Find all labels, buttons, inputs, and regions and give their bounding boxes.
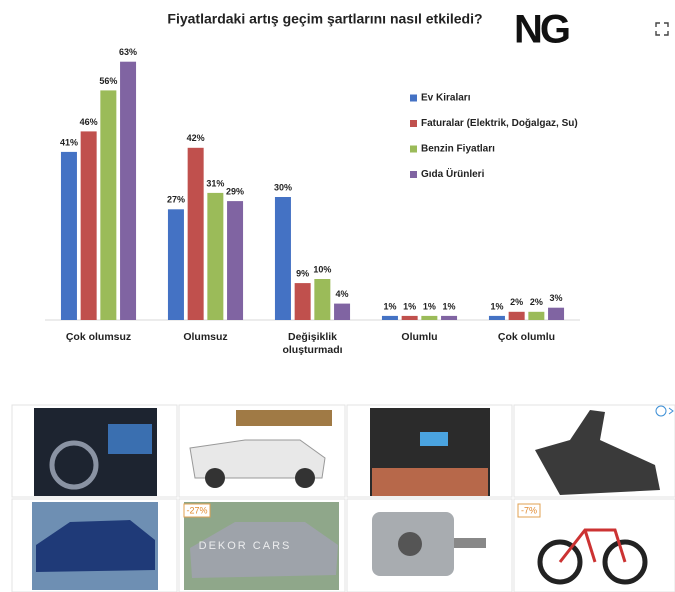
ad-image-detail: [454, 538, 486, 548]
bar: [207, 192, 224, 320]
legend-label: Ev Kiraları: [421, 93, 471, 104]
ad-info-icon[interactable]: [655, 405, 667, 417]
legend-swatch: [410, 120, 417, 127]
x-tick-label: Değişiklik oluşturmadı: [282, 331, 342, 356]
ad-image-detail: [295, 468, 315, 488]
ad-badge: [183, 503, 211, 518]
bar: [528, 311, 545, 320]
bar: [187, 147, 204, 320]
value-label: 31%: [206, 178, 224, 188]
value-label: 3%: [550, 293, 563, 303]
chart-title: Fiyatlardaki artış geçim şartlarını nası…: [167, 11, 482, 27]
ad-image-detail: [108, 424, 152, 454]
x-tick-label: Olumsuz: [183, 331, 227, 343]
value-label: 46%: [80, 117, 98, 127]
bar: [381, 315, 398, 320]
ad-image-detail: [189, 439, 326, 479]
legend-swatch: [410, 145, 417, 153]
ad-grid: -27% DEKOR CARS -7%: [11, 404, 675, 592]
bar: [80, 131, 97, 320]
bar: [120, 61, 137, 320]
value-label: 41%: [60, 137, 78, 147]
x-tick-label: Çok olumlu: [498, 331, 555, 343]
legend-label: Gıda Ürünleri: [421, 167, 485, 180]
plot: Çok olumsuz41%46%56%63%Olumsuz27%42%31%2…: [60, 47, 578, 356]
ad-badge-text: -27%: [186, 505, 207, 515]
value-label: 1%: [443, 301, 456, 311]
bar: [421, 315, 438, 320]
ad-image: [535, 410, 660, 495]
value-label: 9%: [296, 268, 309, 278]
ad-image-detail: [558, 528, 627, 563]
bar: [401, 315, 418, 320]
ad-badge-text: -7%: [521, 505, 537, 515]
ad-watermark: DEKOR CARS: [199, 540, 292, 552]
bar: [294, 283, 311, 320]
value-label: 1%: [403, 301, 416, 311]
bar: [167, 209, 184, 320]
ad-image-detail: [420, 432, 448, 446]
legend-swatch: [410, 94, 417, 102]
value-label: 1%: [490, 301, 503, 311]
bar: [441, 315, 458, 320]
value-label: 56%: [99, 76, 117, 86]
x-tick-label: Olumlu: [401, 331, 437, 343]
ad-badge: [517, 503, 541, 518]
bar: [314, 279, 331, 320]
value-label: 10%: [313, 264, 331, 274]
bar: [60, 151, 77, 320]
ad-image-detail: [372, 468, 488, 496]
value-label: 2%: [530, 297, 543, 307]
ad-image-detail: [398, 532, 422, 556]
value-label: 30%: [274, 182, 292, 192]
ad-image-detail: [602, 539, 648, 585]
bar: [548, 307, 565, 320]
ad-image-detail: [49, 440, 99, 490]
value-label: 63%: [119, 47, 137, 57]
legend-label: Benzin Fiyatları: [421, 144, 495, 155]
value-label: 42%: [187, 133, 205, 143]
bar: [274, 197, 291, 320]
value-label: 2%: [510, 297, 523, 307]
ad-card[interactable]: [513, 498, 675, 592]
ad-close-icon[interactable]: [668, 407, 674, 415]
logo: NG: [514, 8, 569, 52]
value-label: 4%: [336, 289, 349, 299]
value-label: 1%: [383, 301, 396, 311]
ad-image-detail: [190, 522, 338, 578]
legend-label: Faturalar (Elektrik, Doğalgaz, Su): [421, 118, 578, 129]
bar: [227, 201, 244, 320]
ad-image-detail: [36, 520, 155, 572]
legend-swatch: [410, 171, 417, 178]
expand-icon[interactable]: [655, 22, 669, 36]
value-label: 29%: [226, 186, 244, 196]
bar: [508, 311, 525, 320]
x-tick-label: Çok olumsuz: [66, 331, 131, 343]
bar: [100, 90, 117, 321]
ad-image-detail: [205, 468, 225, 488]
bar: [334, 303, 351, 320]
value-label: 1%: [423, 301, 436, 311]
value-label: 27%: [167, 195, 185, 205]
ad-image-detail: [236, 410, 332, 426]
ad-image-detail: [537, 539, 583, 585]
bar: [488, 315, 505, 320]
